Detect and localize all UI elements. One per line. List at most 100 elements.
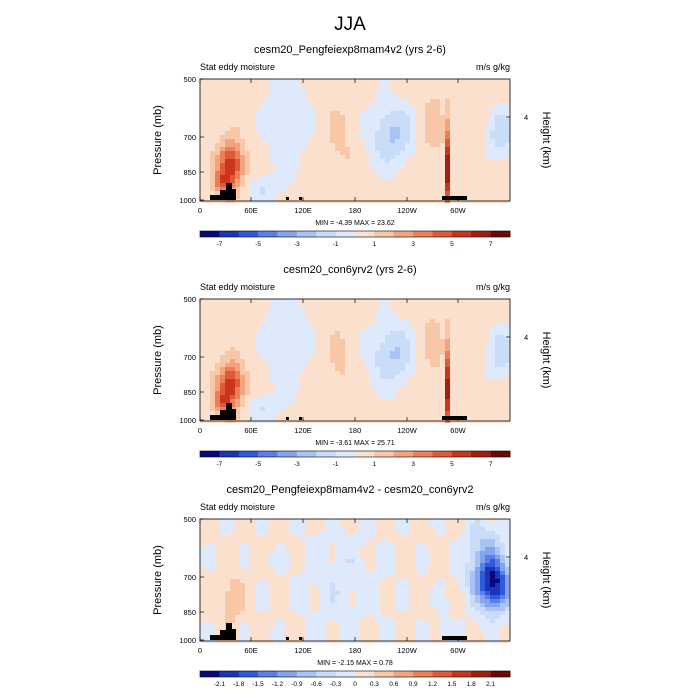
heatmap-cell: [375, 303, 380, 307]
heatmap-cell: [330, 315, 335, 319]
heatmap-cell: [200, 83, 205, 87]
heatmap-cell: [355, 379, 360, 383]
heatmap-cell: [210, 567, 215, 571]
heatmap-cell: [490, 79, 495, 83]
heatmap-cell: [325, 143, 330, 147]
heatmap-cell: [425, 147, 430, 151]
heatmap-cell: [460, 363, 465, 367]
heatmap-cell: [275, 95, 280, 99]
heatmap-cell: [245, 335, 250, 339]
heatmap-cell: [265, 571, 270, 575]
heatmap-cell: [205, 535, 210, 539]
heatmap-cell: [310, 167, 315, 171]
heatmap-cell: [370, 319, 375, 323]
heatmap-cell: [475, 379, 480, 383]
heatmap-cell: [200, 567, 205, 571]
heatmap-cell: [295, 583, 300, 587]
heatmap-cell: [485, 539, 490, 543]
heatmap-cell: [460, 391, 465, 395]
heatmap-cell: [390, 371, 395, 375]
heatmap-cell: [495, 579, 500, 583]
heatmap-cell: [215, 367, 220, 371]
heatmap-cell: [425, 411, 430, 415]
heatmap-cell: [360, 551, 365, 555]
heatmap-cell: [505, 107, 510, 111]
panel-units-label: m/s g/kg: [475, 62, 510, 72]
heatmap-cell: [430, 111, 435, 115]
heatmap-cell: [425, 311, 430, 315]
heatmap-cell: [355, 391, 360, 395]
heatmap-cell: [500, 171, 505, 175]
heatmap-cell: [275, 359, 280, 363]
heatmap-cell: [320, 399, 325, 403]
heatmap-cell: [325, 527, 330, 531]
heatmap-cell: [355, 339, 360, 343]
heatmap-cell: [405, 383, 410, 387]
heatmap-cell: [430, 123, 435, 127]
heatmap-cell: [380, 111, 385, 115]
heatmap-cell: [445, 323, 450, 327]
heatmap-cell: [200, 87, 205, 91]
heatmap-cell: [390, 571, 395, 575]
heatmap-cell: [480, 159, 485, 163]
heatmap-cell: [345, 343, 350, 347]
heatmap-cell: [385, 319, 390, 323]
heatmap-cell: [485, 363, 490, 367]
heatmap-cell: [480, 319, 485, 323]
heatmap-cell: [390, 87, 395, 91]
heatmap-cell: [465, 519, 470, 523]
heatmap-cell: [205, 79, 210, 83]
heatmap-cell: [300, 543, 305, 547]
heatmap-cell: [345, 163, 350, 167]
heatmap-cell: [410, 299, 415, 303]
heatmap-cell: [430, 187, 435, 191]
heatmap-cell: [310, 523, 315, 527]
heatmap-cell: [500, 399, 505, 403]
heatmap-cell: [410, 147, 415, 151]
heatmap-cell: [320, 523, 325, 527]
heatmap-cell: [265, 103, 270, 107]
heatmap-cell: [245, 183, 250, 187]
heatmap-cell: [300, 527, 305, 531]
heatmap-cell: [365, 343, 370, 347]
heatmap-cell: [350, 123, 355, 127]
heatmap-cell: [370, 307, 375, 311]
heatmap-cell: [470, 407, 475, 411]
heatmap-cell: [275, 539, 280, 543]
heatmap-cell: [385, 519, 390, 523]
heatmap-cell: [295, 363, 300, 367]
heatmap-cell: [320, 403, 325, 407]
heatmap-cell: [315, 83, 320, 87]
heatmap-cell: [435, 151, 440, 155]
heatmap-cell: [275, 571, 280, 575]
heatmap-cell: [365, 95, 370, 99]
heatmap-cell: [240, 151, 245, 155]
colorbar-swatch: [432, 451, 453, 457]
heatmap-cell: [430, 535, 435, 539]
heatmap-cell: [390, 343, 395, 347]
heatmap-cell: [435, 155, 440, 159]
heatmap-cell: [215, 327, 220, 331]
heatmap-cell: [420, 535, 425, 539]
heatmap-cell: [455, 379, 460, 383]
heatmap-cell: [315, 555, 320, 559]
heatmap-cell: [355, 539, 360, 543]
colorbar-swatch: [258, 451, 278, 457]
heatmap-cell: [295, 347, 300, 351]
heatmap-cell: [320, 91, 325, 95]
heatmap-cell: [410, 567, 415, 571]
heatmap-cell: [260, 143, 265, 147]
heatmap-cell: [415, 299, 420, 303]
colorbar-swatch: [296, 451, 317, 457]
heatmap-cell: [355, 523, 360, 527]
heatmap-cell: [490, 183, 495, 187]
heatmap-cell: [225, 355, 230, 359]
heatmap-cell: [385, 543, 390, 547]
heatmap-cell: [335, 571, 340, 575]
heatmap-cell: [345, 123, 350, 127]
heatmap-cell: [220, 175, 225, 179]
heatmap-cell: [375, 91, 380, 95]
heatmap-cell: [245, 387, 250, 391]
heatmap-cell: [465, 319, 470, 323]
heatmap-cell: [390, 115, 395, 119]
